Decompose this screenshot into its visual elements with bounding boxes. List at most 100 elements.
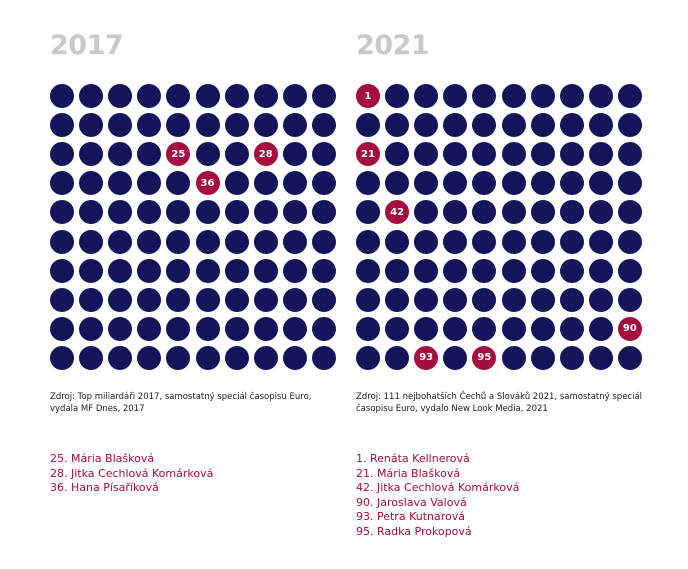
rank-dot <box>311 171 336 196</box>
rank-dot <box>617 84 642 108</box>
rank-dot <box>472 113 497 138</box>
rank-dot <box>253 113 278 138</box>
rank-dot <box>195 258 220 283</box>
rank-dot <box>472 287 497 312</box>
rank-dot <box>253 345 278 370</box>
highlighted-rank-dot: 90 <box>617 316 642 341</box>
rank-dot <box>385 171 410 196</box>
rank-dot <box>443 229 468 254</box>
rank-dot <box>50 316 74 341</box>
rank-dot <box>282 229 307 254</box>
legend-entry: 28. Jitka Cechlová Komárková <box>50 466 214 480</box>
rank-dot <box>530 316 555 341</box>
rank-dot <box>559 171 584 196</box>
rank-dot <box>472 171 497 196</box>
rank-dot <box>443 171 468 196</box>
rank-dot <box>530 200 555 225</box>
rank-dot <box>224 84 249 108</box>
rank-dot <box>311 258 336 283</box>
rank-dot <box>195 84 220 108</box>
rank-dot <box>311 113 336 138</box>
rank-dot <box>108 316 133 341</box>
rank-dot <box>282 113 307 138</box>
legend-entry: 90. Jaroslava Valová <box>356 495 467 509</box>
rank-dot <box>588 200 613 225</box>
highlight-legend: 1. Renáta Kellnerová 21. Mária Blašková 42… <box>356 452 519 539</box>
rank-dot <box>443 287 468 312</box>
highlighted-rank-dot: 42 <box>385 200 410 225</box>
rank-dot <box>311 142 336 167</box>
rank-dot <box>50 345 74 370</box>
rank-dot <box>282 316 307 341</box>
rank-dot <box>356 229 380 254</box>
rank-dot <box>414 84 439 108</box>
rank-dot <box>356 287 380 312</box>
rank-dot <box>414 200 439 225</box>
rank-dot <box>617 345 642 370</box>
rank-dot <box>443 345 468 370</box>
rank-dot <box>472 142 497 167</box>
highlighted-rank-dot: 93 <box>414 345 439 370</box>
legend-entry: 93. Petra Kutnarová <box>356 510 465 523</box>
rank-dot <box>195 287 220 312</box>
rank-dot <box>108 142 133 167</box>
rank-dot <box>530 113 555 138</box>
rank-dot <box>617 171 642 196</box>
rank-dot <box>282 258 307 283</box>
rank-dot <box>166 84 191 108</box>
rank-dot <box>79 229 104 254</box>
rank-dot <box>443 200 468 225</box>
rank-dot <box>530 84 555 108</box>
rank-dot <box>501 287 526 312</box>
rank-dot <box>443 84 468 108</box>
rank-dot <box>443 258 468 283</box>
rank-dot <box>224 113 249 138</box>
rank-dot <box>385 287 410 312</box>
rank-dot <box>50 84 74 108</box>
rank-dot <box>588 142 613 167</box>
rank-dot <box>195 142 220 167</box>
highlighted-rank-dot: 28 <box>253 142 278 167</box>
rank-dot <box>79 287 104 312</box>
rank-dot <box>79 200 104 225</box>
rank-dot <box>253 229 278 254</box>
rank-dot <box>108 287 133 312</box>
rank-dot <box>588 229 613 254</box>
rank-dot <box>224 258 249 283</box>
rank-dot <box>311 287 336 312</box>
rank-dot <box>282 200 307 225</box>
rank-dot <box>253 84 278 108</box>
rank-dot <box>79 345 104 370</box>
rank-dot <box>282 287 307 312</box>
rank-dot <box>443 316 468 341</box>
rank-dot <box>137 258 162 283</box>
rank-dot <box>385 258 410 283</box>
rank-dot <box>501 229 526 254</box>
rank-dot <box>108 84 133 108</box>
rank-dot <box>588 345 613 370</box>
rank-dot <box>356 258 380 283</box>
rank-dot <box>588 258 613 283</box>
rank-dot <box>224 229 249 254</box>
rank-dot <box>617 258 642 283</box>
rank-dot <box>166 287 191 312</box>
rank-dot <box>166 171 191 196</box>
rank-dot <box>356 171 380 196</box>
rank-dot <box>166 316 191 341</box>
rank-dot <box>530 258 555 283</box>
rank-dot <box>414 287 439 312</box>
legend-entry: 1. Renáta Kellnerová <box>356 452 470 465</box>
rank-dot <box>472 316 497 341</box>
rank-dot <box>108 229 133 254</box>
rank-dot <box>356 345 380 370</box>
rank-dot <box>559 229 584 254</box>
rank-dot <box>50 113 74 138</box>
rank-dot <box>617 142 642 167</box>
rank-dot <box>385 229 410 254</box>
rank-dot <box>385 84 410 108</box>
rank-dot <box>501 200 526 225</box>
rank-dot <box>224 345 249 370</box>
rank-dot <box>137 345 162 370</box>
source-note: Zdroj: Top miliardáři 2017, samostatný s… <box>50 392 312 414</box>
rank-dot <box>50 229 74 254</box>
